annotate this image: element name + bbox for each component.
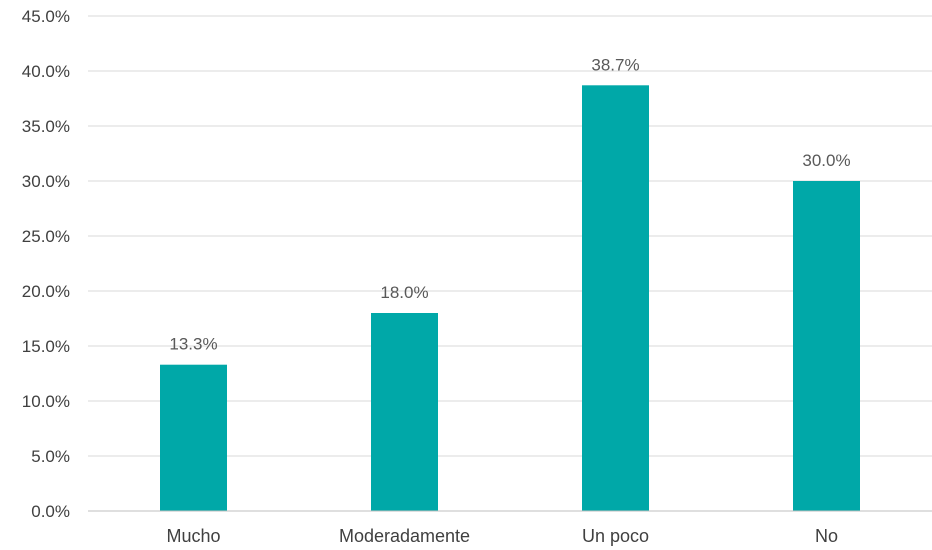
y-tick-label: 5.0% bbox=[31, 447, 70, 466]
category-label: Moderadamente bbox=[339, 526, 470, 546]
bar bbox=[793, 181, 860, 511]
x-axis-category-labels: Mucho Moderadamente Un poco No bbox=[166, 526, 838, 546]
data-labels: 13.3% 18.0% 38.7% 30.0% bbox=[169, 55, 850, 353]
data-label: 38.7% bbox=[591, 55, 639, 74]
data-label: 18.0% bbox=[380, 283, 428, 302]
bar bbox=[160, 364, 227, 511]
y-tick-label: 35.0% bbox=[22, 117, 70, 136]
y-tick-label: 0.0% bbox=[31, 502, 70, 521]
y-tick-label: 45.0% bbox=[22, 7, 70, 26]
y-tick-label: 25.0% bbox=[22, 227, 70, 246]
bars bbox=[160, 85, 860, 512]
y-tick-label: 20.0% bbox=[22, 282, 70, 301]
data-label: 13.3% bbox=[169, 335, 217, 354]
data-label: 30.0% bbox=[802, 151, 850, 170]
bar bbox=[371, 313, 438, 511]
y-tick-label: 10.0% bbox=[22, 392, 70, 411]
y-axis-tick-labels: 0.0% 5.0% 10.0% 15.0% 20.0% 25.0% 30.0% 35.0% 40… bbox=[22, 7, 70, 521]
category-label: Mucho bbox=[166, 526, 220, 546]
gridlines bbox=[88, 15, 932, 457]
y-tick-label: 30.0% bbox=[22, 172, 70, 191]
y-tick-label: 15.0% bbox=[22, 337, 70, 356]
y-tick-label: 40.0% bbox=[22, 62, 70, 81]
bar bbox=[582, 85, 649, 512]
category-label: No bbox=[815, 526, 838, 546]
category-label: Un poco bbox=[582, 526, 649, 546]
